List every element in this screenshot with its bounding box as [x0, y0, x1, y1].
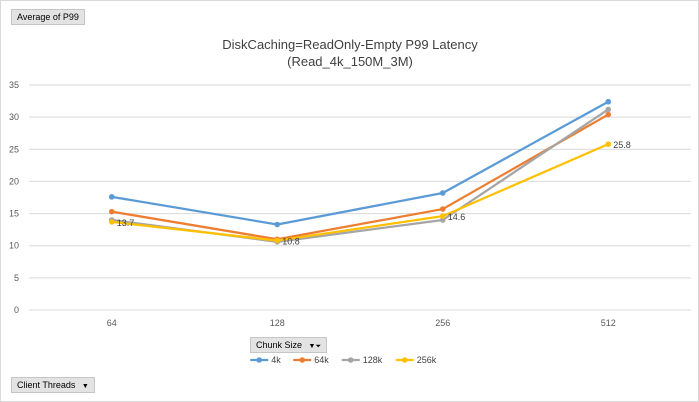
filter-dropdown-icon: ▼⏷ [308, 343, 322, 350]
data-label: 14.6 [448, 212, 466, 222]
x-tick-label: 512 [601, 318, 616, 328]
legend-marker [401, 357, 408, 363]
y-tick-label: 10 [9, 241, 19, 251]
chunk-size-field-label: Chunk Size [256, 340, 303, 350]
data-point [605, 111, 612, 118]
data-point [108, 194, 115, 200]
y-tick-label: 20 [9, 176, 19, 186]
data-labels: 13.7 10.8 14.6 25.8 [117, 140, 631, 246]
x-axis: 64 128 256 512 [107, 318, 616, 328]
data-point [108, 208, 115, 215]
client-threads-field-button[interactable]: Client Threads ▼ [11, 377, 95, 393]
gridlines [29, 84, 691, 311]
legend-label: 128k [363, 355, 383, 365]
chunk-size-field-button[interactable]: Chunk Size ▼⏷ [250, 337, 328, 353]
legend-item-4k[interactable]: 4k [250, 355, 281, 365]
data-point [108, 219, 115, 225]
legend-label: 4k [271, 355, 281, 365]
data-point [274, 221, 281, 228]
client-threads-field-label: Client Threads [17, 380, 76, 390]
y-tick-label: 25 [9, 144, 19, 154]
data-label: 10.8 [282, 237, 300, 247]
data-point [439, 213, 446, 219]
data-point [439, 190, 446, 196]
legend-label: 64k [314, 355, 329, 365]
data-label: 13.7 [117, 218, 135, 228]
legend-item-256k[interactable]: 256k [395, 355, 437, 365]
y-tick-label: 15 [9, 209, 19, 219]
legend: 4k 64k 128k 256k [250, 355, 437, 365]
x-tick-label: 256 [435, 318, 450, 328]
legend-item-64k[interactable]: 64k [293, 355, 329, 365]
series-4k [108, 98, 612, 228]
x-tick-label: 64 [107, 318, 117, 328]
series-256k [108, 141, 612, 244]
y-axis: 0 5 10 15 20 25 30 35 [9, 80, 19, 315]
y-tick-label: 35 [9, 80, 19, 90]
chart-title: DiskCaching=ReadOnly-Empty P99 Latency [222, 37, 478, 52]
legend-marker [347, 357, 354, 363]
series-layer [108, 98, 612, 245]
y-tick-label: 0 [14, 305, 19, 315]
series-line [111, 113, 609, 241]
x-tick-label: 128 [270, 318, 285, 328]
series-line [111, 143, 609, 242]
y-tick-label: 30 [9, 112, 19, 122]
legend-marker [299, 357, 306, 363]
legend-marker [256, 357, 263, 363]
y-tick-label: 5 [14, 273, 19, 283]
value-field-label: Average of P99 [17, 12, 79, 22]
data-point [605, 98, 612, 105]
legend-label: 256k [417, 355, 437, 365]
chevron-down-icon: ▼ [81, 383, 89, 390]
data-point [274, 237, 281, 244]
series-line [111, 100, 609, 226]
data-point [605, 141, 612, 147]
series-64k [108, 111, 612, 243]
value-field-button[interactable]: Average of P99 [11, 9, 85, 25]
data-point [439, 217, 446, 223]
data-point [439, 206, 446, 212]
data-label: 25.8 [613, 140, 631, 150]
legend-item-128k[interactable]: 128k [341, 355, 383, 365]
chart-subtitle: (Read_4k_150M_3M) [287, 54, 413, 69]
data-point [605, 106, 612, 113]
